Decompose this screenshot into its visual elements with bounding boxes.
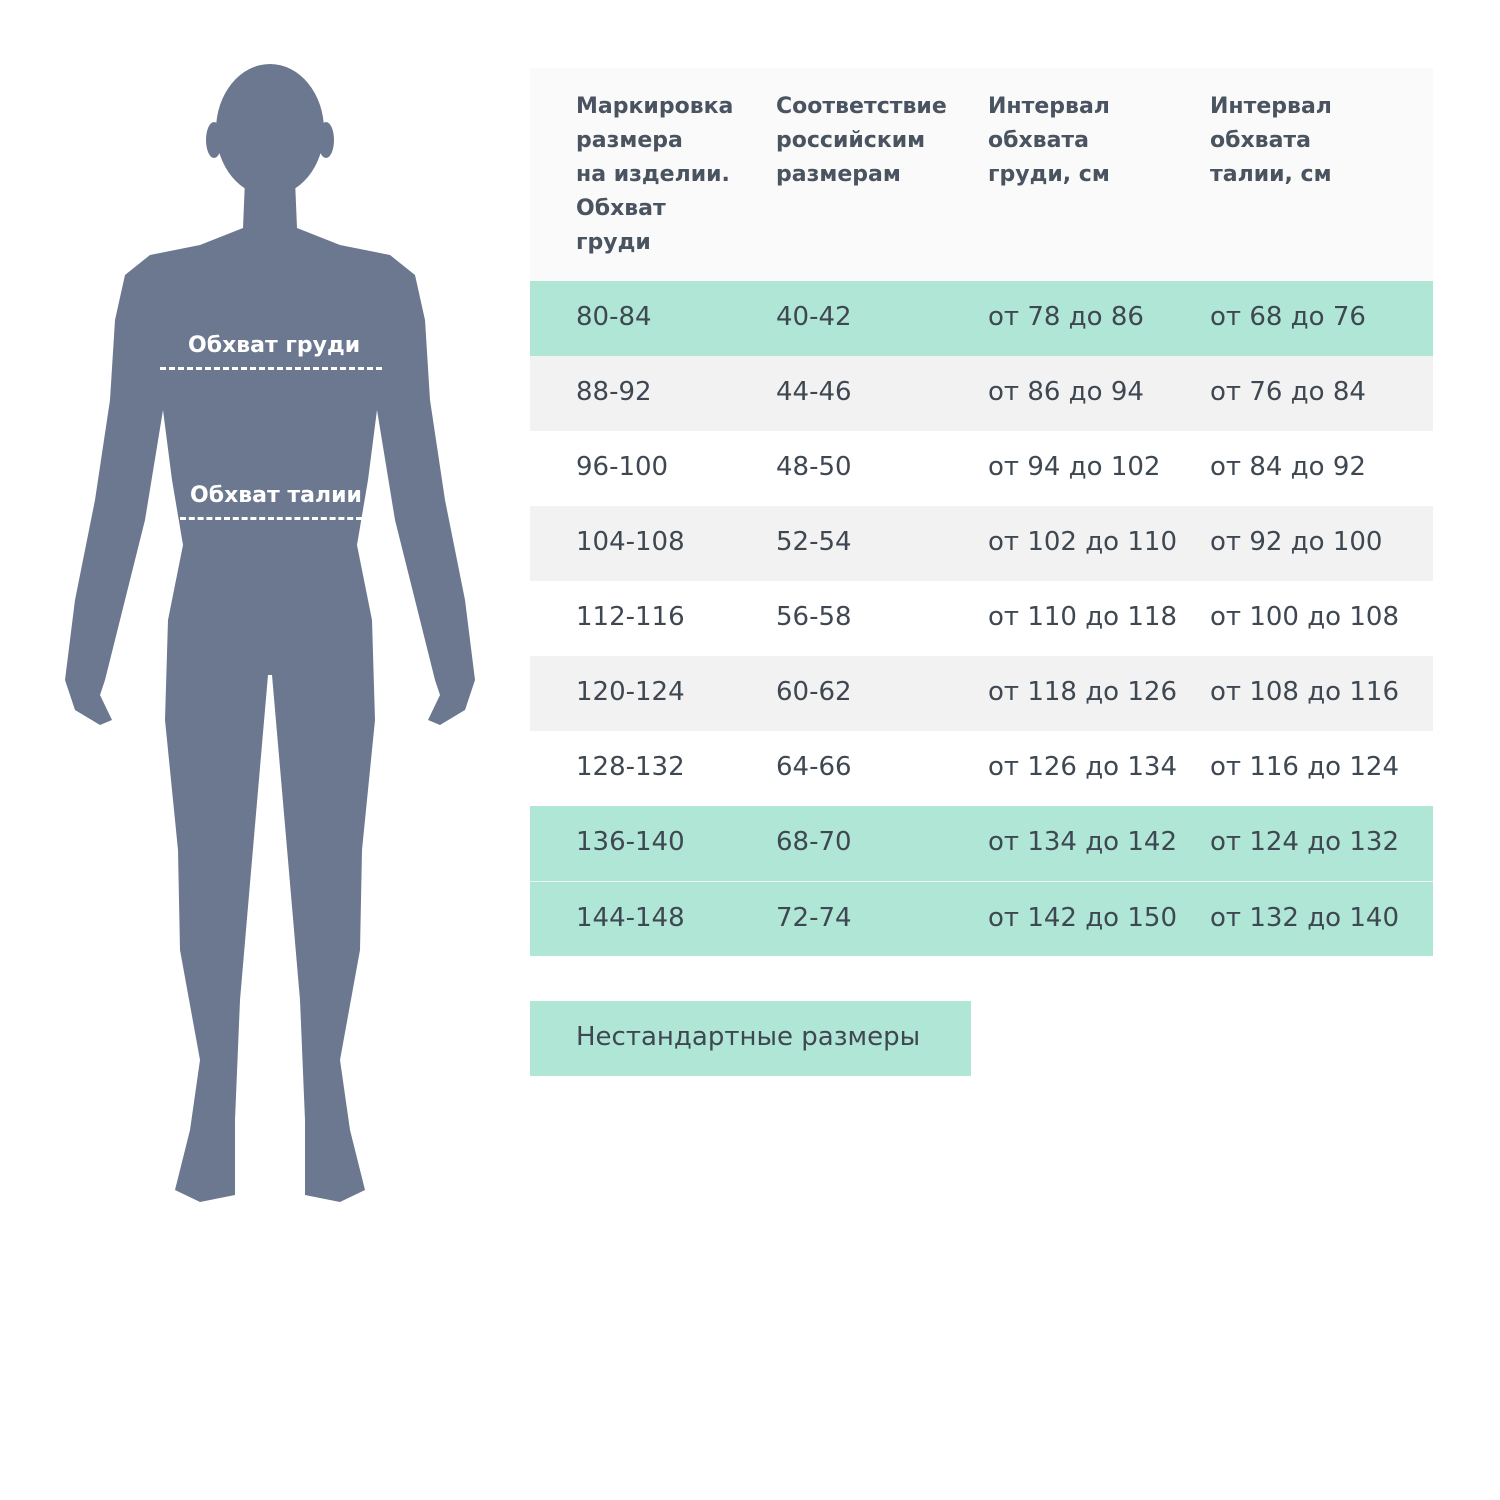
table-cell: 120-124: [576, 677, 685, 707]
body-silhouette-figure: Обхват груди Обхват талии: [0, 0, 540, 1260]
table-cell: от 102 до 110: [988, 527, 1177, 557]
nonstandard-sizes-label: Нестандартные размеры: [576, 1022, 921, 1052]
header-russian-size: Соответствие российским размерам: [776, 94, 947, 187]
table-row: 104-108 52-54 от 102 до 110 от 92 до 100: [530, 506, 1433, 581]
table-cell: от 118 до 126: [988, 677, 1177, 707]
table-cell: 136-140: [576, 827, 685, 857]
table-cell: 44-46: [776, 377, 852, 407]
chest-line: [160, 367, 382, 370]
table-row: 112-116 56-58 от 110 до 118 от 100 до 108: [530, 581, 1433, 656]
table-header: Маркировка размера на изделии. Обхват гр…: [530, 68, 1433, 281]
waist-line: [180, 517, 362, 520]
table-cell: от 110 до 118: [988, 602, 1177, 632]
table-cell: от 84 до 92: [1210, 452, 1366, 482]
table-cell: 96-100: [576, 452, 669, 482]
nonstandard-sizes-button[interactable]: Нестандартные размеры: [530, 1001, 971, 1076]
table-cell: 40-42: [776, 302, 852, 332]
table-cell: 112-116: [576, 602, 685, 632]
table-cell: от 92 до 100: [1210, 527, 1383, 557]
table-cell: 72-74: [776, 903, 852, 933]
table-row: 136-140 68-70 от 134 до 142 от 124 до 132: [530, 806, 1433, 881]
table-row: 128-132 64-66 от 126 до 134 от 116 до 124: [530, 731, 1433, 806]
table-row: 96-100 48-50 от 94 до 102 от 84 до 92: [530, 431, 1433, 506]
header-waist-range: Интервал обхвата талии, см: [1210, 94, 1332, 187]
header-size-marking: Маркировка размера на изделии. Обхват гр…: [576, 94, 734, 255]
waist-girth-label: Обхват талии: [190, 483, 362, 508]
table-cell: 48-50: [776, 452, 852, 482]
table-cell: 104-108: [576, 527, 685, 557]
table-cell: от 100 до 108: [1210, 602, 1399, 632]
table-cell: от 132 до 140: [1210, 903, 1399, 933]
table-row: 80-84 40-42 от 78 до 86 от 68 до 76: [530, 281, 1433, 356]
table-cell: от 76 до 84: [1210, 377, 1366, 407]
table-cell: от 134 до 142: [988, 827, 1177, 857]
table-row: 120-124 60-62 от 118 до 126 от 108 до 116: [530, 656, 1433, 731]
table-cell: 52-54: [776, 527, 852, 557]
table-cell: от 108 до 116: [1210, 677, 1399, 707]
table-cell: от 116 до 124: [1210, 752, 1399, 782]
header-chest-range: Интервал обхвата груди, см: [988, 94, 1110, 187]
size-table: Маркировка размера на изделии. Обхват гр…: [530, 68, 1433, 956]
table-row: 88-92 44-46 от 86 до 94 от 76 до 84: [530, 356, 1433, 431]
table-cell: 144-148: [576, 903, 685, 933]
table-row: 144-148 72-74 от 142 до 150 от 132 до 140: [530, 881, 1433, 956]
table-cell: от 86 до 94: [988, 377, 1144, 407]
table-cell: от 124 до 132: [1210, 827, 1399, 857]
chest-girth-label: Обхват груди: [188, 333, 361, 358]
table-cell: 56-58: [776, 602, 852, 632]
table-cell: от 68 до 76: [1210, 302, 1366, 332]
table-cell: от 126 до 134: [988, 752, 1177, 782]
table-cell: 64-66: [776, 752, 852, 782]
table-cell: 80-84: [576, 302, 652, 332]
table-cell: от 142 до 150: [988, 903, 1177, 933]
table-cell: от 94 до 102: [988, 452, 1161, 482]
table-cell: 128-132: [576, 752, 685, 782]
table-cell: 60-62: [776, 677, 852, 707]
table-cell: от 78 до 86: [988, 302, 1144, 332]
table-cell: 68-70: [776, 827, 852, 857]
table-cell: 88-92: [576, 377, 652, 407]
table-body: 80-84 40-42 от 78 до 86 от 68 до 76 88-92 44-…: [530, 281, 1433, 956]
human-silhouette-icon: [65, 64, 475, 1202]
